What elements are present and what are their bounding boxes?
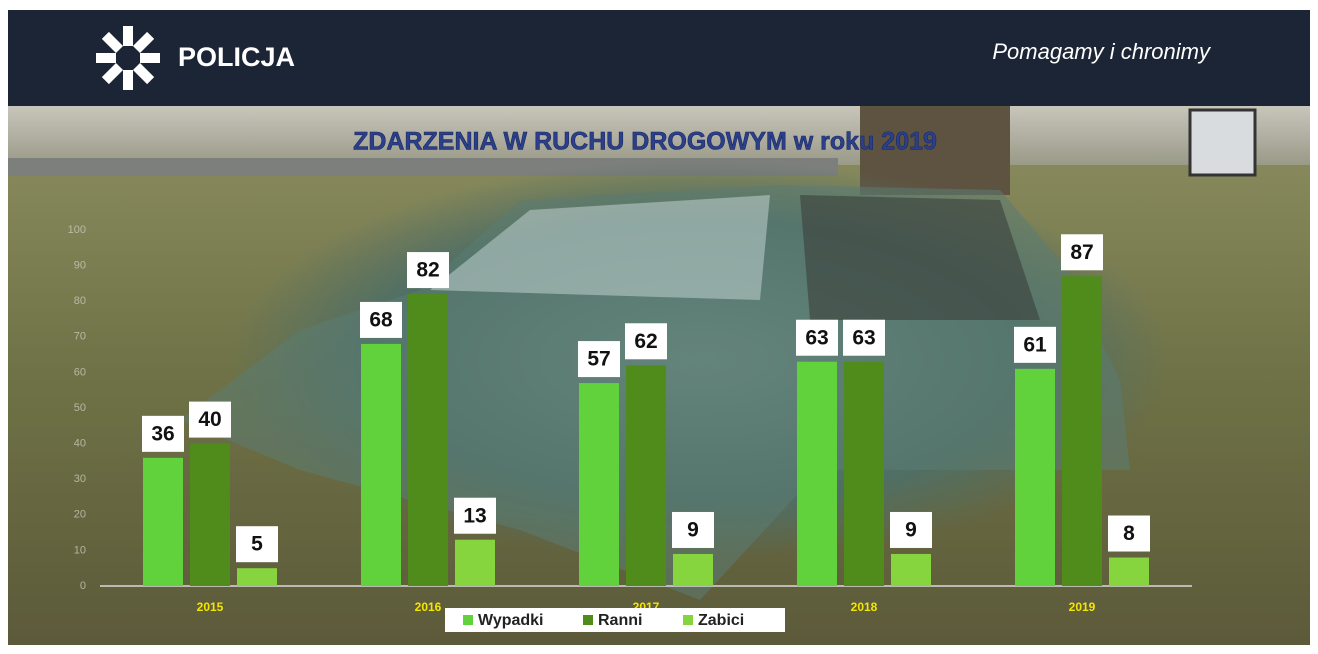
y-tick-label: 60 <box>74 366 86 378</box>
bar <box>673 554 713 586</box>
bar <box>408 294 448 586</box>
legend-marker <box>463 615 473 625</box>
y-tick-label: 100 <box>68 224 86 236</box>
slogan: Pomagamy i chronimy <box>992 39 1212 64</box>
y-tick-label: 30 <box>74 473 86 485</box>
header-bar: POLICJA Pomagamy i chronimy <box>8 10 1310 106</box>
y-tick-label: 50 <box>74 402 86 414</box>
x-tick-label: 2016 <box>415 600 442 614</box>
x-tick-label: 2019 <box>1069 600 1096 614</box>
y-tick-label: 20 <box>74 509 86 521</box>
bar <box>361 344 401 586</box>
legend-marker <box>583 615 593 625</box>
legend-label: Ranni <box>598 612 642 629</box>
value-label: 9 <box>687 519 699 542</box>
y-tick-label: 10 <box>74 544 86 556</box>
bar <box>626 365 666 586</box>
legend-label: Zabici <box>698 612 744 629</box>
logo-star <box>96 26 160 90</box>
value-label: 62 <box>634 330 657 353</box>
value-label: 87 <box>1070 241 1093 264</box>
bar <box>891 554 931 586</box>
value-label: 13 <box>463 504 486 527</box>
value-label: 36 <box>151 422 174 445</box>
x-tick-label: 2015 <box>197 600 224 614</box>
value-label: 63 <box>852 326 875 349</box>
value-label: 40 <box>198 408 221 431</box>
chart-title: ZDARZENIA W RUCHU DROGOWYM w roku 2019 <box>353 128 937 156</box>
legend-label: Wypadki <box>478 612 544 629</box>
y-tick-label: 80 <box>74 295 86 307</box>
bar <box>143 458 183 586</box>
bar <box>844 362 884 586</box>
bar <box>1109 558 1149 586</box>
legend-marker <box>683 615 693 625</box>
y-tick-label: 70 <box>74 331 86 343</box>
bar <box>1015 369 1055 586</box>
brand: POLICJA <box>178 42 295 72</box>
chart: POLICJA Pomagamy i chronimy ZDARZENIA W … <box>0 0 1318 649</box>
y-tick-label: 0 <box>80 580 86 592</box>
value-label: 82 <box>416 259 439 282</box>
page: POLICJA Pomagamy i chronimy ZDARZENIA W … <box>0 0 1318 649</box>
value-label: 5 <box>251 533 263 556</box>
bar <box>455 540 495 586</box>
value-label: 61 <box>1023 333 1047 356</box>
bar <box>190 444 230 586</box>
value-label: 8 <box>1123 522 1135 545</box>
bar <box>1062 276 1102 586</box>
value-label: 68 <box>369 308 393 331</box>
value-label: 63 <box>805 326 828 349</box>
bar <box>797 362 837 586</box>
x-tick-label: 2018 <box>851 600 878 614</box>
bar <box>579 383 619 586</box>
y-tick-label: 90 <box>74 260 86 272</box>
y-tick-label: 40 <box>74 438 86 450</box>
value-label: 9 <box>905 519 917 542</box>
bar <box>237 568 277 586</box>
value-label: 57 <box>587 348 610 371</box>
